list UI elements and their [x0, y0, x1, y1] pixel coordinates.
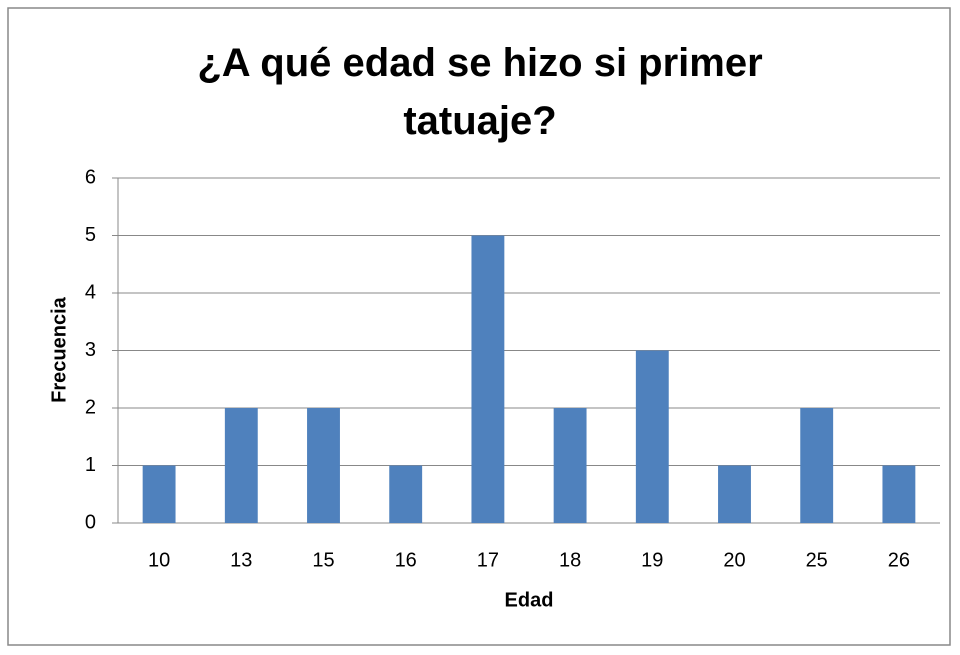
x-tick-label: 10 — [148, 549, 170, 571]
y-tick-label: 3 — [85, 339, 96, 361]
x-tick-label: 20 — [723, 549, 745, 571]
bar — [800, 408, 834, 523]
x-tick-label: 16 — [395, 549, 417, 571]
y-tick-label: 1 — [85, 454, 96, 476]
x-tick-label: 18 — [559, 549, 581, 571]
bar — [718, 465, 751, 523]
y-tick-label: 5 — [85, 224, 96, 246]
chart-title: ¿A qué edad se hizo si primer tatuaje? — [197, 41, 763, 143]
x-tick-label: 13 — [230, 549, 252, 571]
bar — [307, 408, 340, 523]
y-tick-label: 6 — [85, 166, 96, 188]
x-tick-label: 19 — [641, 549, 663, 571]
bar — [224, 408, 258, 523]
bar — [389, 465, 423, 523]
x-tick-label: 15 — [312, 549, 334, 571]
x-tick-label: 26 — [888, 549, 910, 571]
y-axis-label: Frecuencia — [48, 296, 70, 402]
bar — [882, 465, 916, 523]
bar — [471, 235, 505, 523]
x-tick-label: 17 — [477, 549, 499, 571]
bar — [553, 408, 587, 523]
bar — [635, 350, 669, 523]
y-tick-label: 2 — [85, 396, 96, 418]
y-tick-label: 0 — [85, 511, 96, 533]
bar — [142, 465, 176, 523]
x-tick-label: 25 — [806, 549, 828, 571]
x-axis-label: Edad — [505, 589, 554, 611]
y-tick-label: 4 — [85, 281, 96, 303]
